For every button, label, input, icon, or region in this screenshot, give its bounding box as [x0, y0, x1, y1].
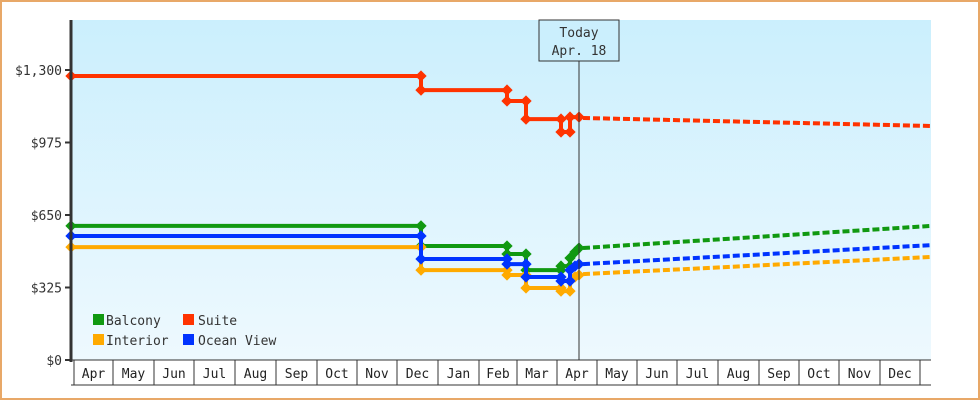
- data-point-marker: [415, 230, 427, 242]
- data-point-marker: [415, 253, 427, 265]
- x-tick-label: Sep: [767, 367, 791, 382]
- legend-swatch-interior: [93, 334, 104, 345]
- legend-label-suite: Suite: [198, 314, 237, 329]
- x-tick-label: Aug: [727, 367, 750, 382]
- forecast-line-interior: [582, 254, 932, 277]
- x-tick-label: Dec: [888, 367, 911, 382]
- x-tick-label: Apr: [82, 367, 106, 382]
- data-point-marker: [564, 285, 576, 297]
- data-point-marker: [555, 275, 567, 287]
- data-point-marker: [564, 275, 576, 287]
- data-point-marker: [520, 282, 532, 294]
- x-tick-label: Feb: [486, 367, 510, 382]
- y-tick-label: $1,300: [15, 64, 62, 79]
- data-point-marker: [415, 220, 427, 232]
- x-tick-label: Jun: [162, 367, 185, 382]
- today-date: Apr. 18: [552, 44, 607, 59]
- x-tick-label: Oct: [807, 367, 830, 382]
- data-point-marker: [415, 264, 427, 276]
- data-point-marker: [501, 258, 513, 270]
- forecast-line-balcony: [582, 223, 932, 251]
- forecast-line-ocean-view: [582, 243, 932, 267]
- x-tick-label: May: [122, 367, 146, 382]
- x-tick-label: Sep: [285, 367, 309, 382]
- data-point-marker: [501, 269, 513, 281]
- x-tick-label: Mar: [525, 367, 549, 382]
- x-tick-label: Oct: [325, 367, 348, 382]
- data-point-marker: [564, 126, 576, 138]
- y-tick-label: $0: [46, 354, 62, 369]
- legend-swatch-balcony: [93, 314, 104, 325]
- x-tick-label: Jan: [447, 367, 470, 382]
- today-marker: Today Apr. 18: [538, 19, 620, 360]
- y-axis-ticks: $0 $325 $650 $975 $1,300: [15, 64, 71, 369]
- y-tick-label: $650: [31, 209, 62, 224]
- x-tick-label: Jun: [645, 367, 668, 382]
- forecast-line-suite: [582, 115, 932, 128]
- y-tick-label: $325: [31, 282, 62, 297]
- x-tick-label: Jul: [686, 367, 709, 382]
- data-point-marker: [520, 248, 532, 260]
- x-tick-label: Nov: [365, 367, 389, 382]
- data-point-marker: [555, 260, 567, 272]
- y-tick-label: $975: [31, 137, 62, 152]
- legend-label-interior: Interior: [106, 334, 169, 349]
- legend-swatch-suite: [183, 314, 194, 325]
- data-point-marker: [501, 240, 513, 252]
- x-axis: Apr May Jun Jul Aug Sep Oct Nov Dec Jan Feb Mar Apr M…: [71, 359, 931, 386]
- x-tick-label: Nov: [848, 367, 872, 382]
- legend-label-ocean-view: Ocean View: [198, 334, 276, 349]
- data-point-marker: [555, 126, 567, 138]
- legend-swatch-ocean-view: [183, 334, 194, 345]
- today-label: Today: [559, 26, 598, 41]
- legend-label-balcony: Balcony: [106, 314, 161, 329]
- x-tick-label: Dec: [406, 367, 429, 382]
- plot-area: [71, 20, 931, 360]
- x-tick-label: Aug: [244, 367, 267, 382]
- today-box: [538, 19, 620, 62]
- series-layer: [65, 70, 932, 297]
- data-point-marker: [520, 271, 532, 283]
- data-point-marker: [555, 285, 567, 297]
- x-tick-label: Jul: [203, 367, 226, 382]
- x-tick-label: Apr: [565, 367, 589, 382]
- data-point-marker: [520, 258, 532, 270]
- x-tick-label: May: [605, 367, 629, 382]
- legend: Balcony Suite Interior Ocean View: [93, 314, 276, 349]
